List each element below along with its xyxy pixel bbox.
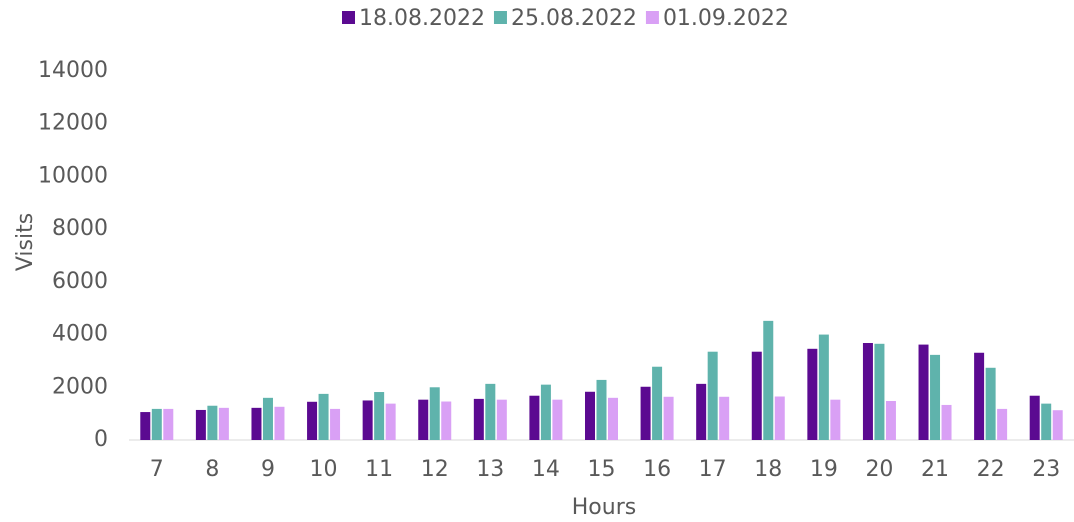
bar [707,351,718,440]
bar [374,392,385,440]
bar [552,399,563,440]
bar [429,387,440,440]
x-tick-label: 10 [310,457,338,482]
bar [719,396,730,440]
x-tick-label: 16 [643,457,671,482]
bar [807,348,818,440]
bar [652,366,663,440]
bar [997,408,1008,440]
x-tick-label: 12 [421,457,449,482]
x-tick-label: 11 [365,457,393,482]
x-tick-label: 7 [150,457,164,482]
y-tick-label: 0 [94,427,108,452]
x-tick-label: 14 [532,457,560,482]
x-tick-label: 21 [921,457,949,482]
legend-label: 25.08.2022 [511,6,637,31]
x-tick-label: 18 [754,457,782,482]
bar [418,399,429,440]
bar [974,352,985,440]
bar [774,396,785,440]
x-tick-label: 17 [699,457,727,482]
bar [529,395,540,440]
bar [485,383,496,440]
y-tick-label: 6000 [52,269,108,294]
bar [318,393,329,440]
bar [585,391,595,440]
y-tick-label: 10000 [38,163,108,188]
bar [262,397,273,440]
bar [862,343,873,440]
bar [207,405,218,440]
bar [830,399,841,440]
bar [918,344,929,440]
legend-swatch [342,11,355,24]
bar [151,408,162,440]
bar [218,407,229,440]
bar [763,320,774,440]
x-tick-label: 8 [205,457,219,482]
bar [941,404,952,440]
bar [362,400,373,440]
legend: 18.08.2022 25.08.2022 01.09.2022 [342,6,789,31]
legend-label: 18.08.2022 [359,6,485,31]
legend-label: 01.09.2022 [663,6,789,31]
bar [930,354,941,440]
y-tick-label: 14000 [38,58,108,83]
bar [473,398,484,440]
bar [496,399,507,440]
bar [195,409,206,440]
y-tick-label: 12000 [38,111,108,136]
bar [251,407,262,440]
legend-swatch [493,11,507,24]
y-axis-label: Visits [13,213,38,271]
bar [874,343,885,440]
x-tick-label: 20 [865,457,893,482]
bar [385,403,396,440]
legend-swatch [645,11,659,24]
bar [307,401,318,440]
y-tick-label: 4000 [52,322,108,347]
x-tick-label: 13 [476,457,504,482]
bar [640,386,651,440]
x-tick-label: 22 [977,457,1005,482]
y-tick-label: 8000 [52,216,108,241]
x-tick-label: 9 [261,457,275,482]
bar [441,401,452,440]
bar [596,379,607,440]
bar [885,400,896,440]
x-axis-label: Hours [572,495,636,520]
x-tick-label: 15 [588,457,616,482]
bar [1029,395,1040,440]
bar [540,384,551,440]
x-tick-label: 23 [1032,457,1060,482]
bar [163,408,174,440]
bar [751,351,762,440]
bar [696,383,707,440]
bar [663,396,674,440]
bar [1052,410,1063,440]
bar [1041,403,1052,440]
bar [985,367,996,440]
bar [330,408,341,440]
bar [608,397,618,440]
y-tick-label: 2000 [52,374,108,399]
bar [140,412,151,440]
x-tick-label: 19 [810,457,838,482]
bar [818,334,829,440]
bar [274,406,285,440]
